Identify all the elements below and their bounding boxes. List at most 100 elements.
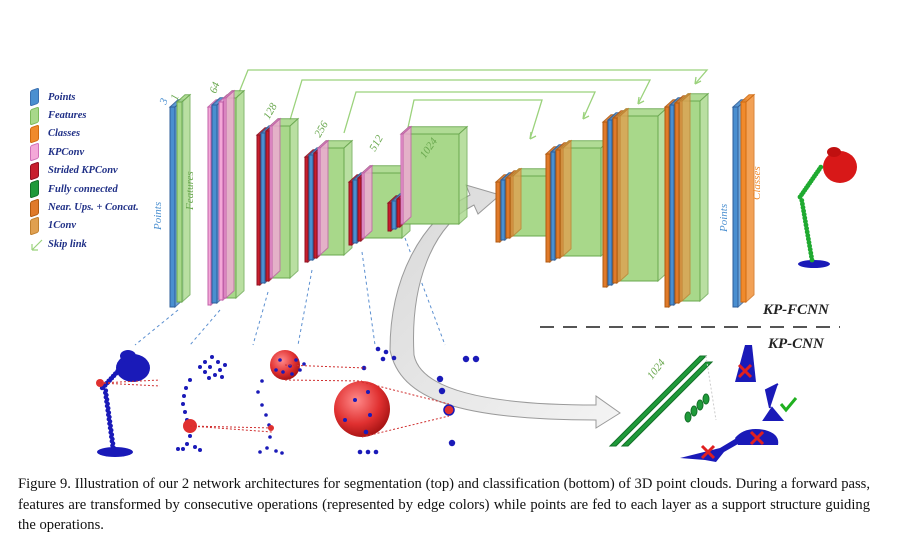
lamp-point — [294, 358, 298, 362]
fc-output-node — [690, 405, 698, 417]
legend-item: 1Conv — [30, 216, 139, 236]
lamp-point — [258, 450, 262, 454]
legend-label: KPConv — [48, 146, 85, 158]
x-mark-icon — [737, 363, 753, 379]
l128-points-front — [260, 132, 266, 284]
guide-line — [361, 251, 376, 346]
lamp-point — [472, 355, 480, 363]
lamp-point — [181, 402, 185, 406]
kernel-link — [189, 425, 273, 433]
segmented-lamp-point — [818, 164, 824, 170]
lamp-point — [353, 398, 357, 402]
decoder-layer-1-ups-front — [495, 181, 501, 243]
lamp-point — [260, 403, 264, 407]
skip-links — [235, 69, 709, 156]
kernel-sphere-large — [334, 381, 390, 437]
lamp-point — [380, 356, 386, 362]
l512-points-front — [352, 179, 358, 244]
decoder-layer-4-points-front — [669, 104, 675, 306]
l1024-kpconv-edge-side — [402, 125, 412, 226]
label-fc-1024: 1024 — [645, 357, 668, 382]
skip-link-128-arrowhead — [637, 96, 645, 105]
label-input-features: Features — [184, 171, 196, 211]
lamp-point-cloud-dense — [96, 350, 150, 457]
lamp-point — [203, 360, 207, 364]
lamp-point — [218, 368, 222, 372]
decoder-layers — [494, 92, 710, 309]
skip-link-64-arrowhead — [694, 76, 702, 85]
lamp-point — [298, 368, 302, 372]
legend-item: KPConv — [30, 142, 139, 162]
segmented-lamp — [797, 147, 857, 268]
label-output-points: Points — [718, 204, 730, 233]
decoder-layer-1-edge-front — [505, 177, 511, 239]
kernel-link — [284, 379, 363, 382]
lamp-point-cloud-sub1 — [176, 355, 227, 452]
encoder-layers — [168, 89, 469, 309]
kernel-link — [284, 364, 367, 369]
lamp-point — [210, 355, 214, 359]
lamp-point — [391, 355, 397, 361]
lamp-point — [366, 390, 370, 394]
lamp-point — [264, 413, 268, 417]
airplane-icon — [680, 436, 745, 462]
lamp-point — [213, 373, 217, 377]
lamp-point — [256, 390, 260, 394]
legend-item: Strided KPConv — [30, 161, 139, 181]
decoder-layer-4-features-side — [699, 92, 709, 303]
lamp-head-top — [120, 350, 136, 362]
legend-item: Classes — [30, 124, 139, 144]
legend-item: Skip link — [30, 235, 139, 253]
lamp-point — [198, 448, 202, 452]
l128-features-side — [289, 117, 299, 280]
guide-line — [252, 291, 269, 346]
legend-label: Skip link — [48, 238, 87, 250]
lamp-point-cloud-sparse — [436, 355, 480, 447]
l64-features-side — [235, 89, 245, 300]
lamp-point — [373, 449, 379, 455]
legend-label: Features — [48, 110, 87, 122]
lamp-icon — [762, 383, 785, 421]
decoder-layer-4 — [663, 92, 710, 309]
legend-swatch — [30, 216, 39, 236]
decoder-layer-4-ups-front — [664, 106, 670, 308]
skip-link-64 — [235, 69, 709, 101]
l64-kpconv-b-front — [218, 101, 224, 301]
legend-swatch — [30, 161, 39, 181]
kernel-point — [443, 404, 455, 416]
lamp-point-cloud-sub3 — [334, 346, 397, 455]
lamp-point — [290, 372, 294, 376]
lamp-point — [436, 375, 444, 383]
decoder-layer-2-ups-front — [545, 153, 551, 263]
decoder-layer-3-ups-front — [602, 121, 608, 288]
lamp-point — [375, 346, 381, 352]
label-input-points-dim: 3 — [157, 96, 171, 107]
legend-item: Near. Ups. + Concat. — [30, 197, 139, 218]
lamp-point — [207, 376, 211, 380]
decoder-layer-3 — [601, 107, 668, 289]
lamp-point — [268, 435, 272, 439]
encoder-layer-64 — [206, 89, 246, 307]
fc-output-node — [696, 399, 704, 411]
lamp-point — [383, 349, 389, 355]
input-points-slab-front — [169, 106, 176, 308]
lamp-point — [280, 451, 284, 455]
lamp-point — [462, 355, 470, 363]
decoder-layer-4-conv-edge-side — [681, 92, 691, 303]
output-classes-slab-front — [740, 101, 747, 303]
lamp-point — [260, 379, 264, 383]
legend-item: Points — [30, 87, 139, 107]
legend-swatch — [30, 142, 39, 162]
check-mark-icon — [779, 397, 798, 413]
encoder-layer-1024 — [386, 125, 469, 233]
x-mark-icon — [749, 430, 765, 446]
lamp-point — [188, 434, 192, 438]
lamp-point — [343, 418, 347, 422]
l64-kpconv-edge-side — [225, 89, 235, 300]
legend-swatch — [30, 179, 39, 199]
lamp-point — [182, 394, 186, 398]
lamp-point — [368, 413, 372, 417]
legend-swatch — [30, 105, 39, 126]
legend-label: Classes — [48, 128, 81, 140]
lamp-point — [193, 445, 197, 449]
